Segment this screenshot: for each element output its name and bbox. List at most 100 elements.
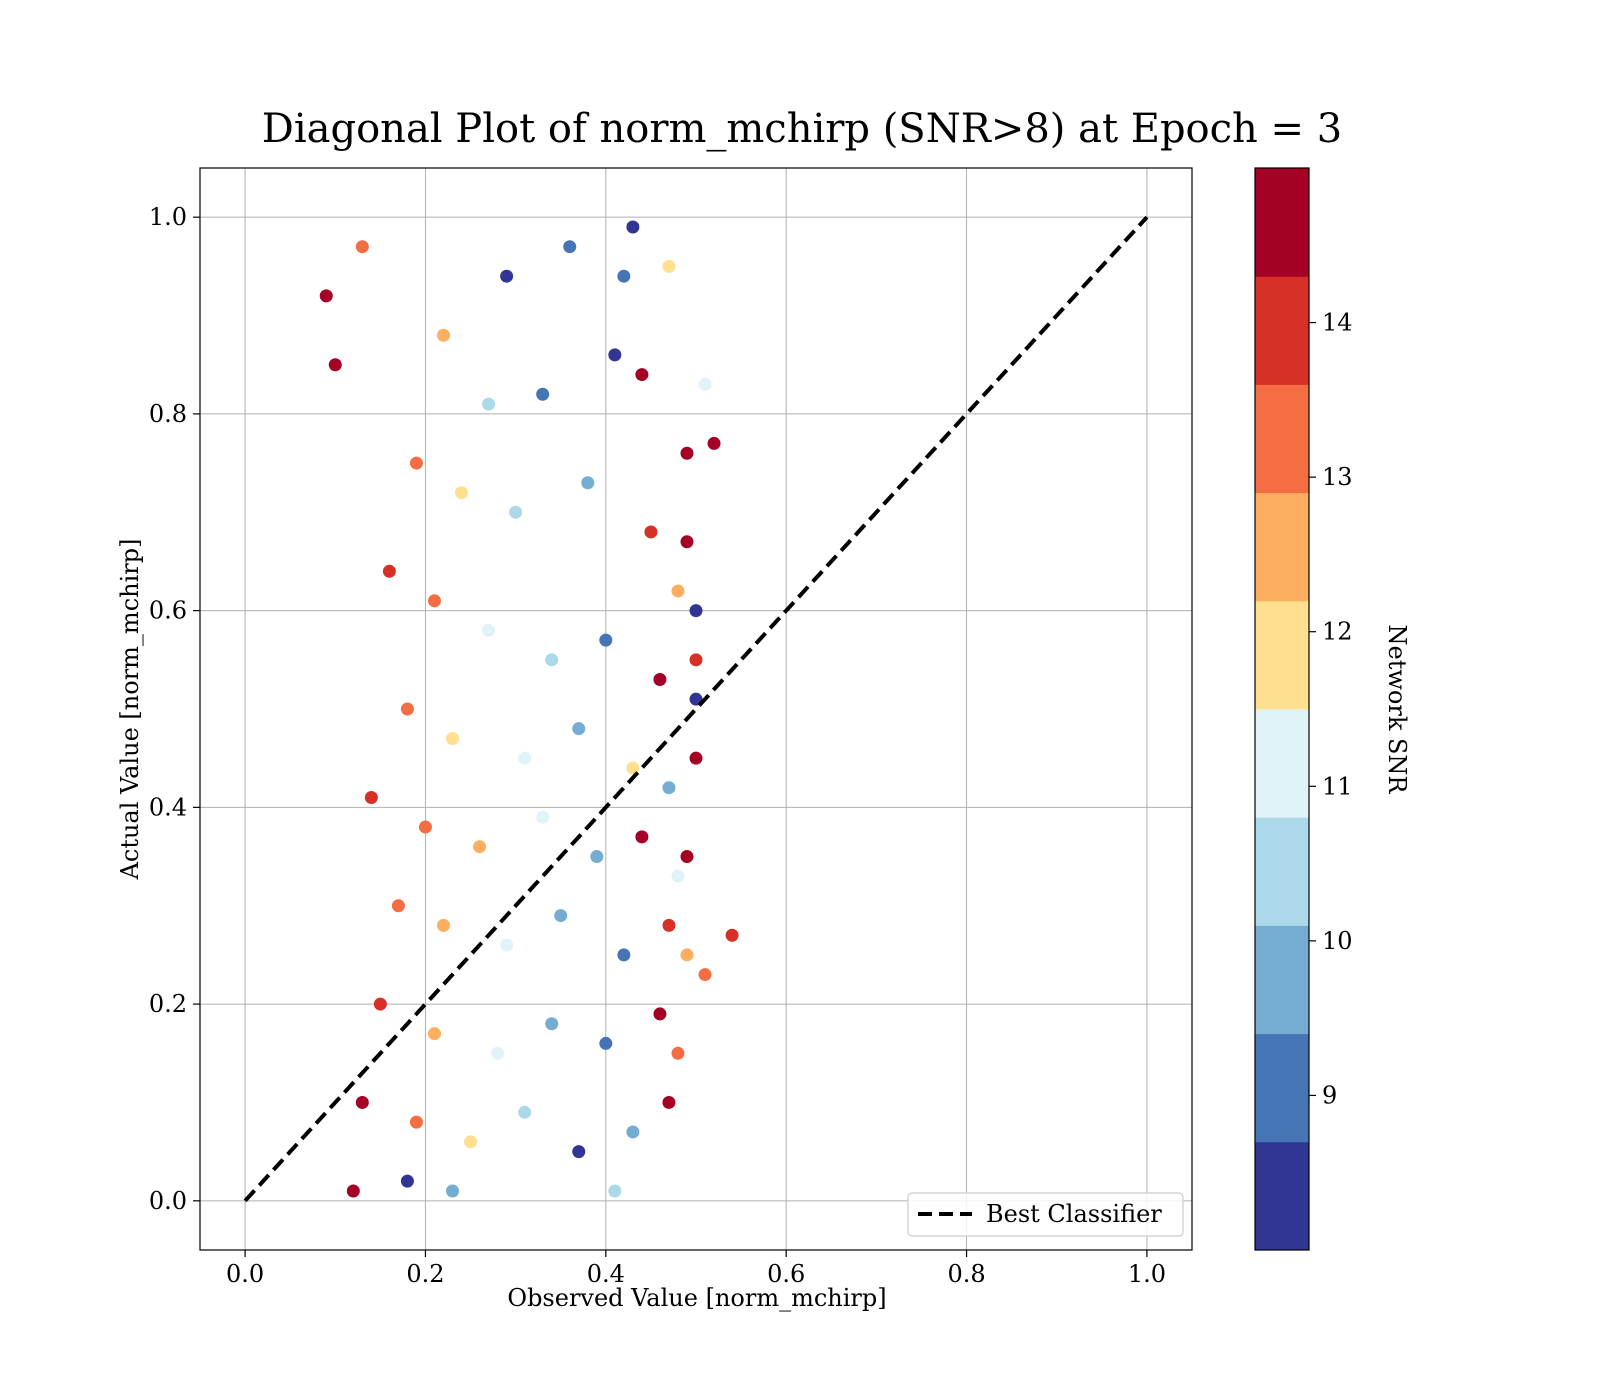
data-point-61 xyxy=(355,1095,369,1109)
data-point-9 xyxy=(635,368,649,382)
colorbar xyxy=(1255,168,1309,1251)
data-point-70 xyxy=(446,1184,460,1198)
data-point-2 xyxy=(436,328,450,342)
data-point-57 xyxy=(545,1017,559,1031)
data-point-29 xyxy=(689,692,703,706)
data-point-43 xyxy=(680,850,694,864)
data-point-22 xyxy=(382,564,396,578)
colorbar-band-7 xyxy=(1255,384,1309,494)
best-classifier-line xyxy=(243,215,1149,1203)
data-point-40 xyxy=(536,810,550,824)
data-point-11 xyxy=(707,436,721,450)
y-tick-label-5: 1.0 xyxy=(149,203,187,231)
data-point-18 xyxy=(644,525,658,539)
data-point-45 xyxy=(391,899,405,913)
data-point-16 xyxy=(509,505,523,519)
data-point-37 xyxy=(364,791,378,805)
data-point-17 xyxy=(581,476,595,490)
colorbar-tick-label-0: 9 xyxy=(1322,1081,1337,1109)
data-point-44 xyxy=(671,869,685,883)
colorbar-band-3 xyxy=(1255,817,1309,926)
data-point-35 xyxy=(689,751,703,765)
colorbar-band-8 xyxy=(1255,276,1309,385)
y-tick-label-2: 0.4 xyxy=(149,793,187,821)
colorbar-tick-label-1: 10 xyxy=(1322,927,1353,955)
x-tick-label-5: 1.0 xyxy=(1128,1260,1166,1288)
data-point-63 xyxy=(464,1135,478,1149)
colorbar-tick-label-3: 12 xyxy=(1322,618,1353,646)
data-point-31 xyxy=(446,732,460,746)
data-point-8 xyxy=(608,348,622,362)
colorbar-band-4 xyxy=(1255,709,1309,818)
data-point-38 xyxy=(418,820,432,834)
data-point-49 xyxy=(617,948,631,962)
data-point-6 xyxy=(482,397,496,411)
data-point-19 xyxy=(680,535,694,549)
data-point-64 xyxy=(518,1105,532,1119)
legend-box xyxy=(907,1192,1184,1237)
x-tick-label-0: 0.0 xyxy=(226,1260,264,1288)
data-point-54 xyxy=(373,997,387,1011)
data-point-71 xyxy=(608,1184,622,1198)
data-point-52 xyxy=(698,968,712,982)
x-tick-label-4: 0.8 xyxy=(947,1260,985,1288)
chart-title: Diagonal Plot of norm_mchirp (SNR>8) at … xyxy=(262,106,1342,152)
data-point-14 xyxy=(409,456,423,470)
data-point-33 xyxy=(572,722,586,736)
data-point-34 xyxy=(626,761,640,775)
data-point-56 xyxy=(491,1046,505,1060)
data-point-32 xyxy=(518,751,532,765)
legend-label: Best Classifier xyxy=(986,1200,1162,1228)
data-point-68 xyxy=(346,1184,360,1198)
y-tick-label-1: 0.2 xyxy=(149,990,187,1018)
colorbar-band-1 xyxy=(1255,1033,1309,1143)
data-point-3 xyxy=(319,289,333,303)
data-point-72 xyxy=(626,220,640,234)
data-point-25 xyxy=(545,653,559,667)
data-point-55 xyxy=(427,1027,441,1041)
data-point-36 xyxy=(662,781,676,795)
data-point-26 xyxy=(599,633,613,647)
data-point-12 xyxy=(662,259,676,273)
data-point-67 xyxy=(662,1095,676,1109)
colorbar-band-0 xyxy=(1255,1141,1309,1251)
data-point-23 xyxy=(427,594,441,608)
colorbar-band-5 xyxy=(1255,600,1309,710)
data-point-41 xyxy=(590,850,604,864)
x-tick-label-3: 0.6 xyxy=(767,1260,805,1288)
data-point-20 xyxy=(689,604,703,618)
colorbar-tick-label-5: 14 xyxy=(1322,309,1353,337)
plot-frame xyxy=(199,167,1193,1251)
data-point-66 xyxy=(626,1125,640,1139)
colorbar-band-6 xyxy=(1255,492,1309,602)
data-point-59 xyxy=(653,1007,667,1021)
y-tick-label-3: 0.6 xyxy=(149,597,187,625)
y-tick-label-0: 0.0 xyxy=(149,1187,187,1215)
data-point-58 xyxy=(599,1036,613,1050)
legend[interactable]: Best Classifier xyxy=(907,1192,1184,1237)
data-point-69 xyxy=(400,1174,414,1188)
data-point-5 xyxy=(355,240,369,254)
colorbar-band-9 xyxy=(1255,168,1309,277)
data-point-42 xyxy=(635,830,649,844)
data-point-60 xyxy=(671,1046,685,1060)
data-point-46 xyxy=(436,918,450,932)
colorbar-tick-label-2: 11 xyxy=(1322,772,1353,800)
colorbar-band-2 xyxy=(1255,925,1309,1035)
y-tick-label-4: 0.8 xyxy=(149,400,187,428)
data-point-27 xyxy=(653,672,667,686)
colorbar-tick-label-4: 13 xyxy=(1322,463,1353,491)
data-point-47 xyxy=(500,938,514,952)
data-point-62 xyxy=(409,1115,423,1129)
grid-lines xyxy=(200,168,1192,1250)
data-point-50 xyxy=(662,918,676,932)
data-point-51 xyxy=(725,928,739,942)
colorbar-frame xyxy=(1254,167,1310,1251)
x-axis-ticks: 0.0 0.2 0.4 0.6 0.8 1.0 xyxy=(226,1250,1166,1288)
data-point-28 xyxy=(689,653,703,667)
data-point-7 xyxy=(536,387,550,401)
colorbar-ticks: 9 10 11 12 13 14 xyxy=(1309,309,1353,1109)
data-point-4 xyxy=(328,358,342,372)
scatter-points xyxy=(319,220,739,1198)
